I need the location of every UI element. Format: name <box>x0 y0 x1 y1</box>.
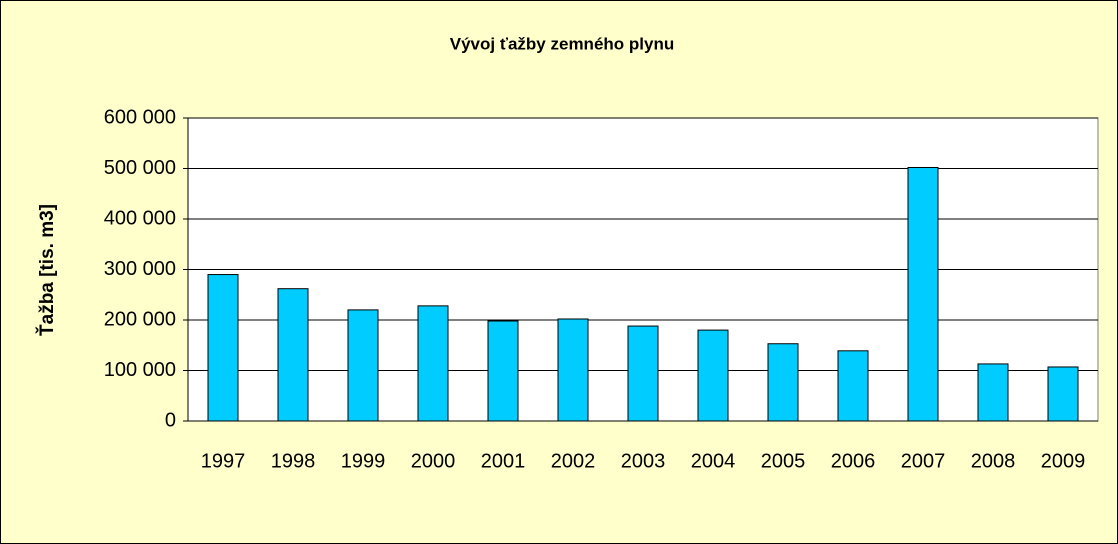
y-tick-label: 600 000 <box>104 106 176 128</box>
x-tick-label: 1998 <box>271 450 316 472</box>
bar <box>627 325 659 422</box>
bar <box>767 343 799 422</box>
bar <box>907 166 939 422</box>
y-tick-label: 500 000 <box>104 157 176 179</box>
bar <box>207 274 239 422</box>
y-tick-label: 200 000 <box>104 308 176 330</box>
x-tick-label: 2008 <box>971 450 1016 472</box>
bar <box>417 305 449 422</box>
x-tick-label: 2000 <box>411 450 456 472</box>
x-tick-label: 2006 <box>831 450 876 472</box>
y-axis-label: Ťažba [tis. m3] <box>36 204 58 336</box>
bar <box>557 318 589 422</box>
y-tick-label: 0 <box>165 409 176 431</box>
x-tick-label: 2003 <box>621 450 666 472</box>
bar <box>277 288 309 422</box>
bar <box>1047 366 1079 422</box>
bar <box>487 320 519 422</box>
y-tick-label: 300 000 <box>104 258 176 280</box>
bar <box>347 309 379 422</box>
x-tick-label: 2001 <box>481 450 526 472</box>
x-tick-label: 1999 <box>341 450 386 472</box>
x-tick-label: 2007 <box>901 450 946 472</box>
chart-title: Vývoj ťažby zemného plynu <box>450 34 674 53</box>
y-tick-label: 100 000 <box>104 359 176 381</box>
x-tick-label: 2004 <box>691 450 736 472</box>
bar <box>697 329 729 422</box>
x-tick-label: 2002 <box>551 450 596 472</box>
y-tick-label: 400 000 <box>104 207 176 229</box>
bar <box>977 363 1009 422</box>
bar <box>837 350 869 422</box>
x-tick-label: 2009 <box>1041 450 1086 472</box>
x-tick-label: 1997 <box>201 450 246 472</box>
x-tick-label: 2005 <box>761 450 806 472</box>
